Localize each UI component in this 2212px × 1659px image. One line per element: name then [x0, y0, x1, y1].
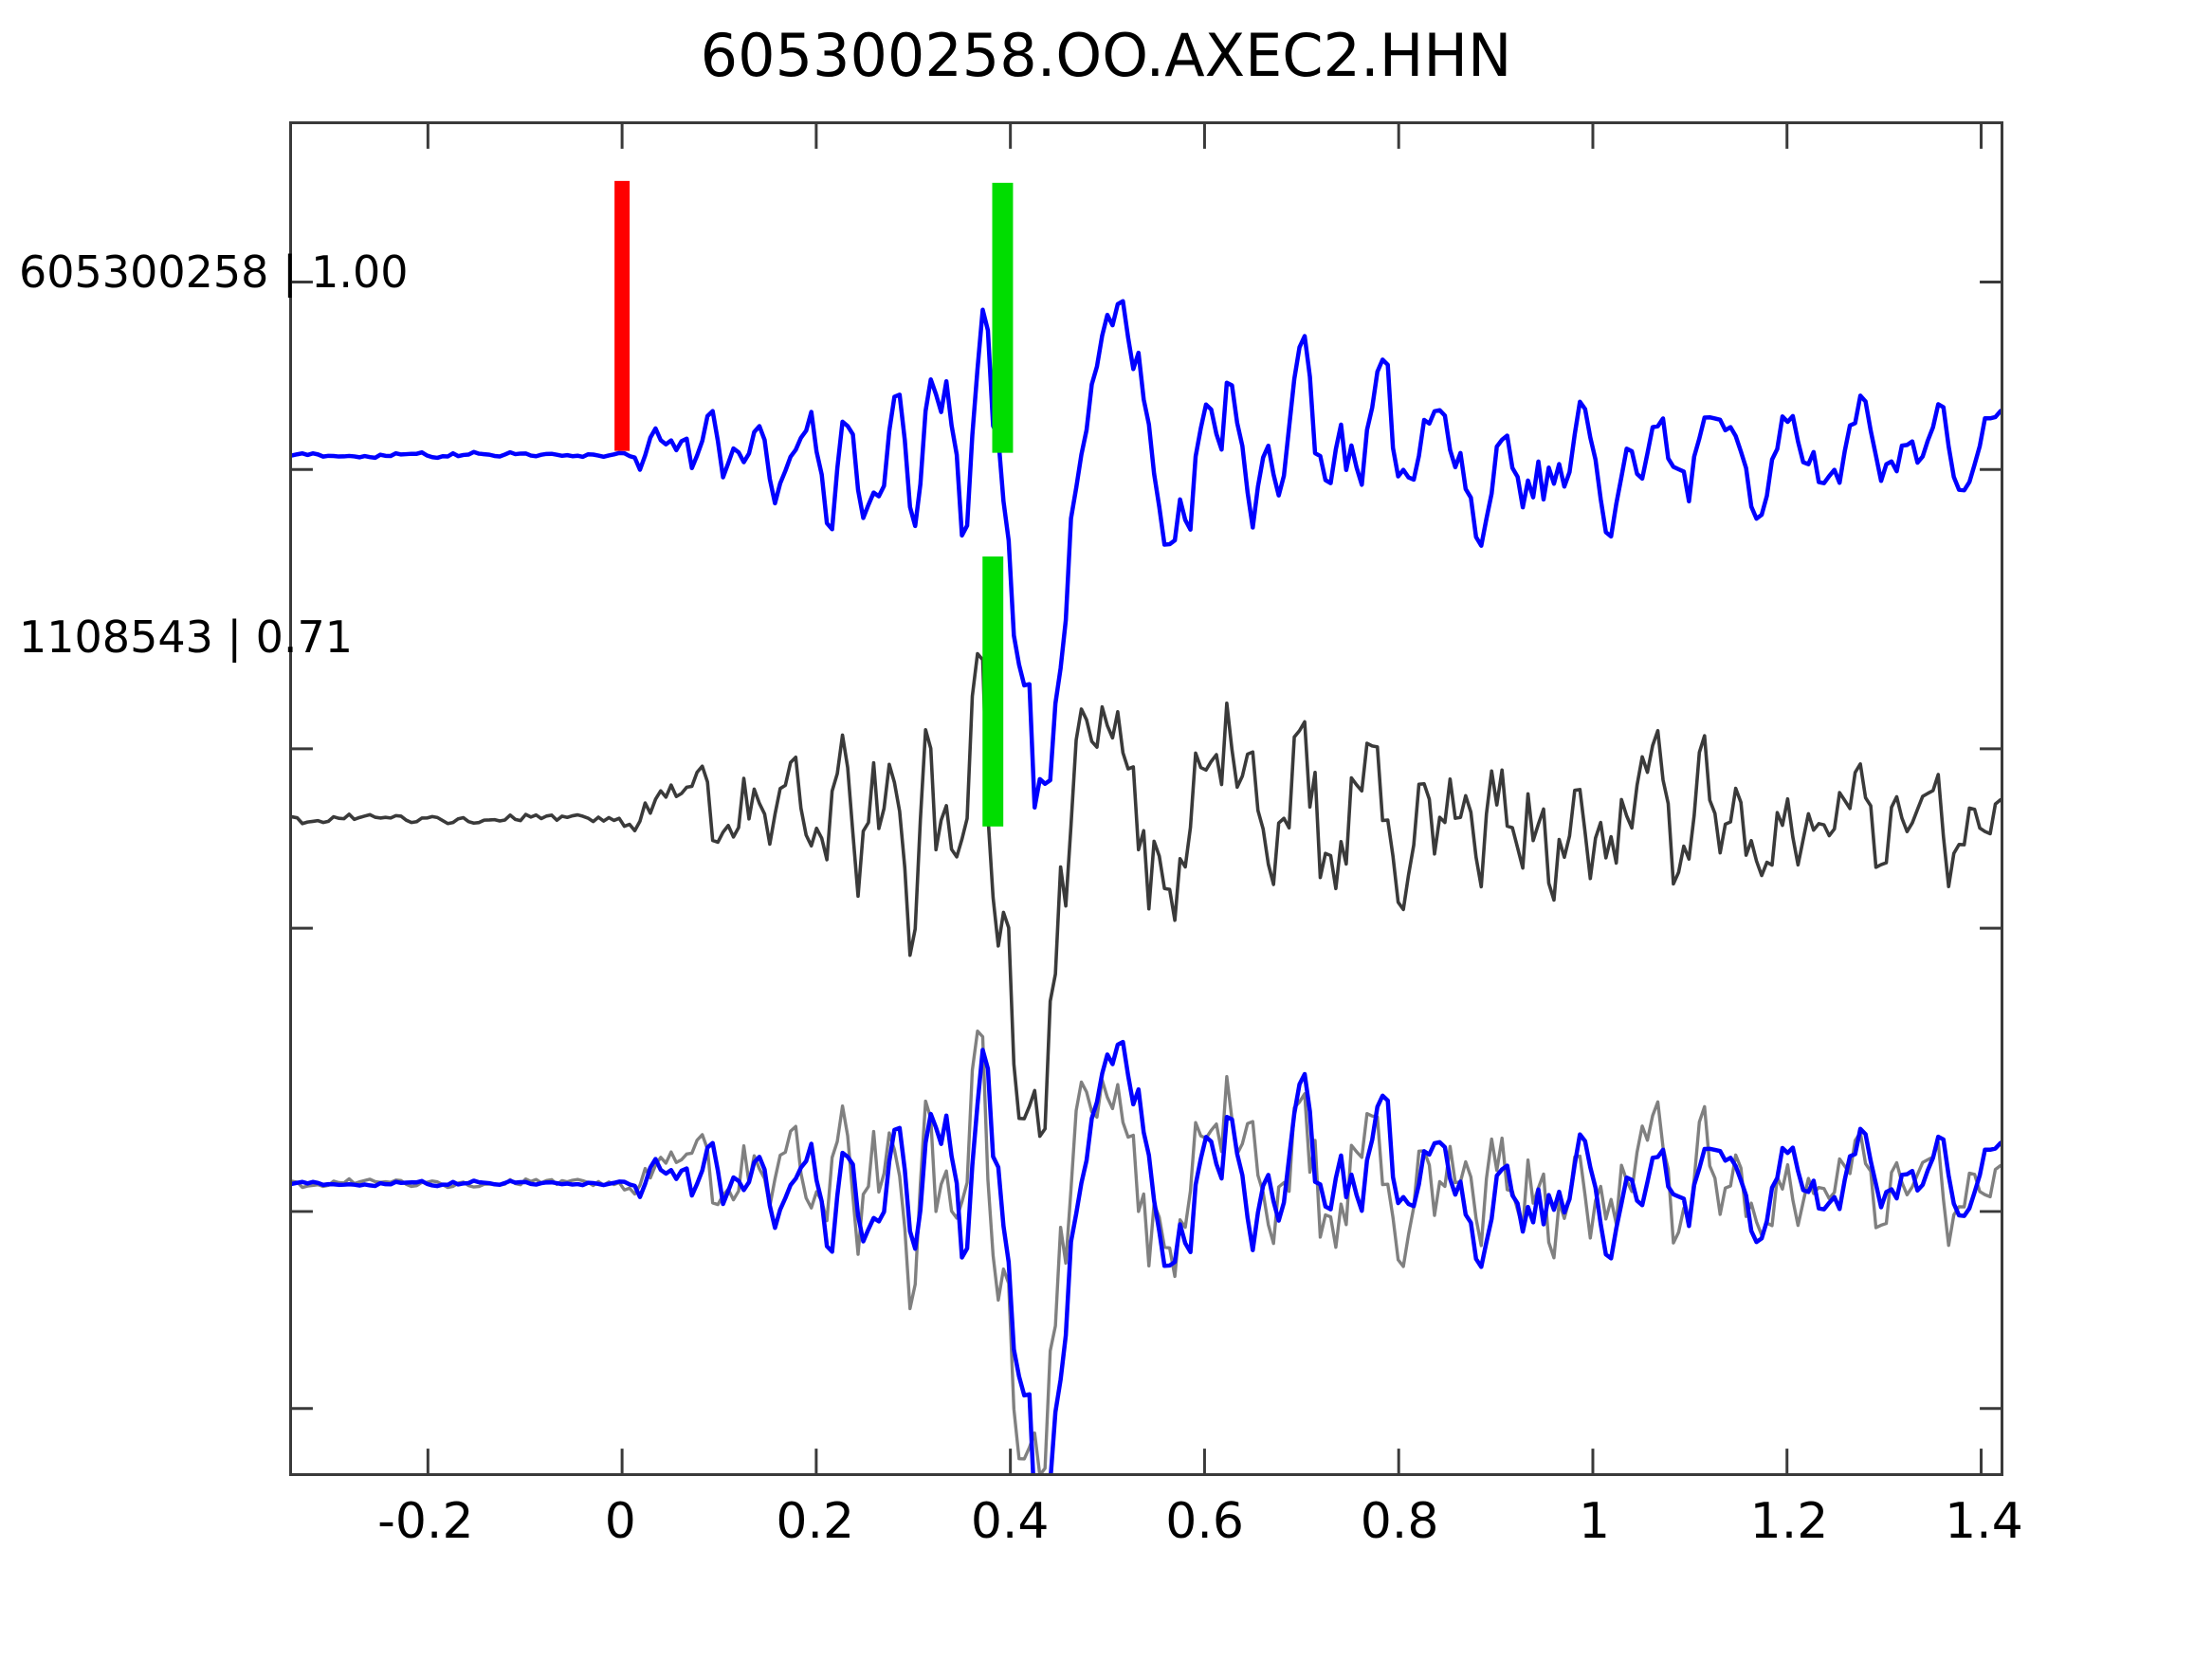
waveform-line-template [292, 299, 2001, 810]
overlay-line-template [292, 1039, 2001, 1473]
x-tick-label: 1.2 [1749, 1493, 1829, 1550]
x-tick-label: 0 [604, 1493, 636, 1550]
x-tick-label: 1.4 [1945, 1493, 2023, 1550]
waveform-line-detection [292, 651, 2001, 1139]
panel-detection-trace [292, 651, 2001, 1139]
p-pick-marker-template [614, 180, 631, 451]
panel-template-trace [292, 299, 2001, 810]
s-pick-marker-template [992, 182, 1014, 453]
x-tick-label: 0.6 [1165, 1493, 1244, 1550]
x-tick-label: 0.4 [970, 1493, 1050, 1550]
s-pick-marker-detection [982, 556, 1004, 827]
x-tick-label: -0.2 [377, 1493, 474, 1550]
trace-label-detection: 1108543 | 0.71 [19, 611, 354, 663]
plot-frame [289, 121, 2003, 1476]
panel-overlay-trace [292, 1029, 2001, 1473]
waveform-plot-svg [292, 124, 2001, 1473]
trace-label-template: 605300258 | 1.00 [19, 246, 409, 298]
overlay-line-detection [292, 1029, 2001, 1473]
x-tick-label: 0.8 [1360, 1493, 1439, 1550]
x-tick-label: 1 [1578, 1493, 1611, 1550]
x-tick-label: 0.2 [776, 1493, 855, 1550]
page-title: 605300258.OO.AXEC2.HHN [700, 21, 1512, 90]
